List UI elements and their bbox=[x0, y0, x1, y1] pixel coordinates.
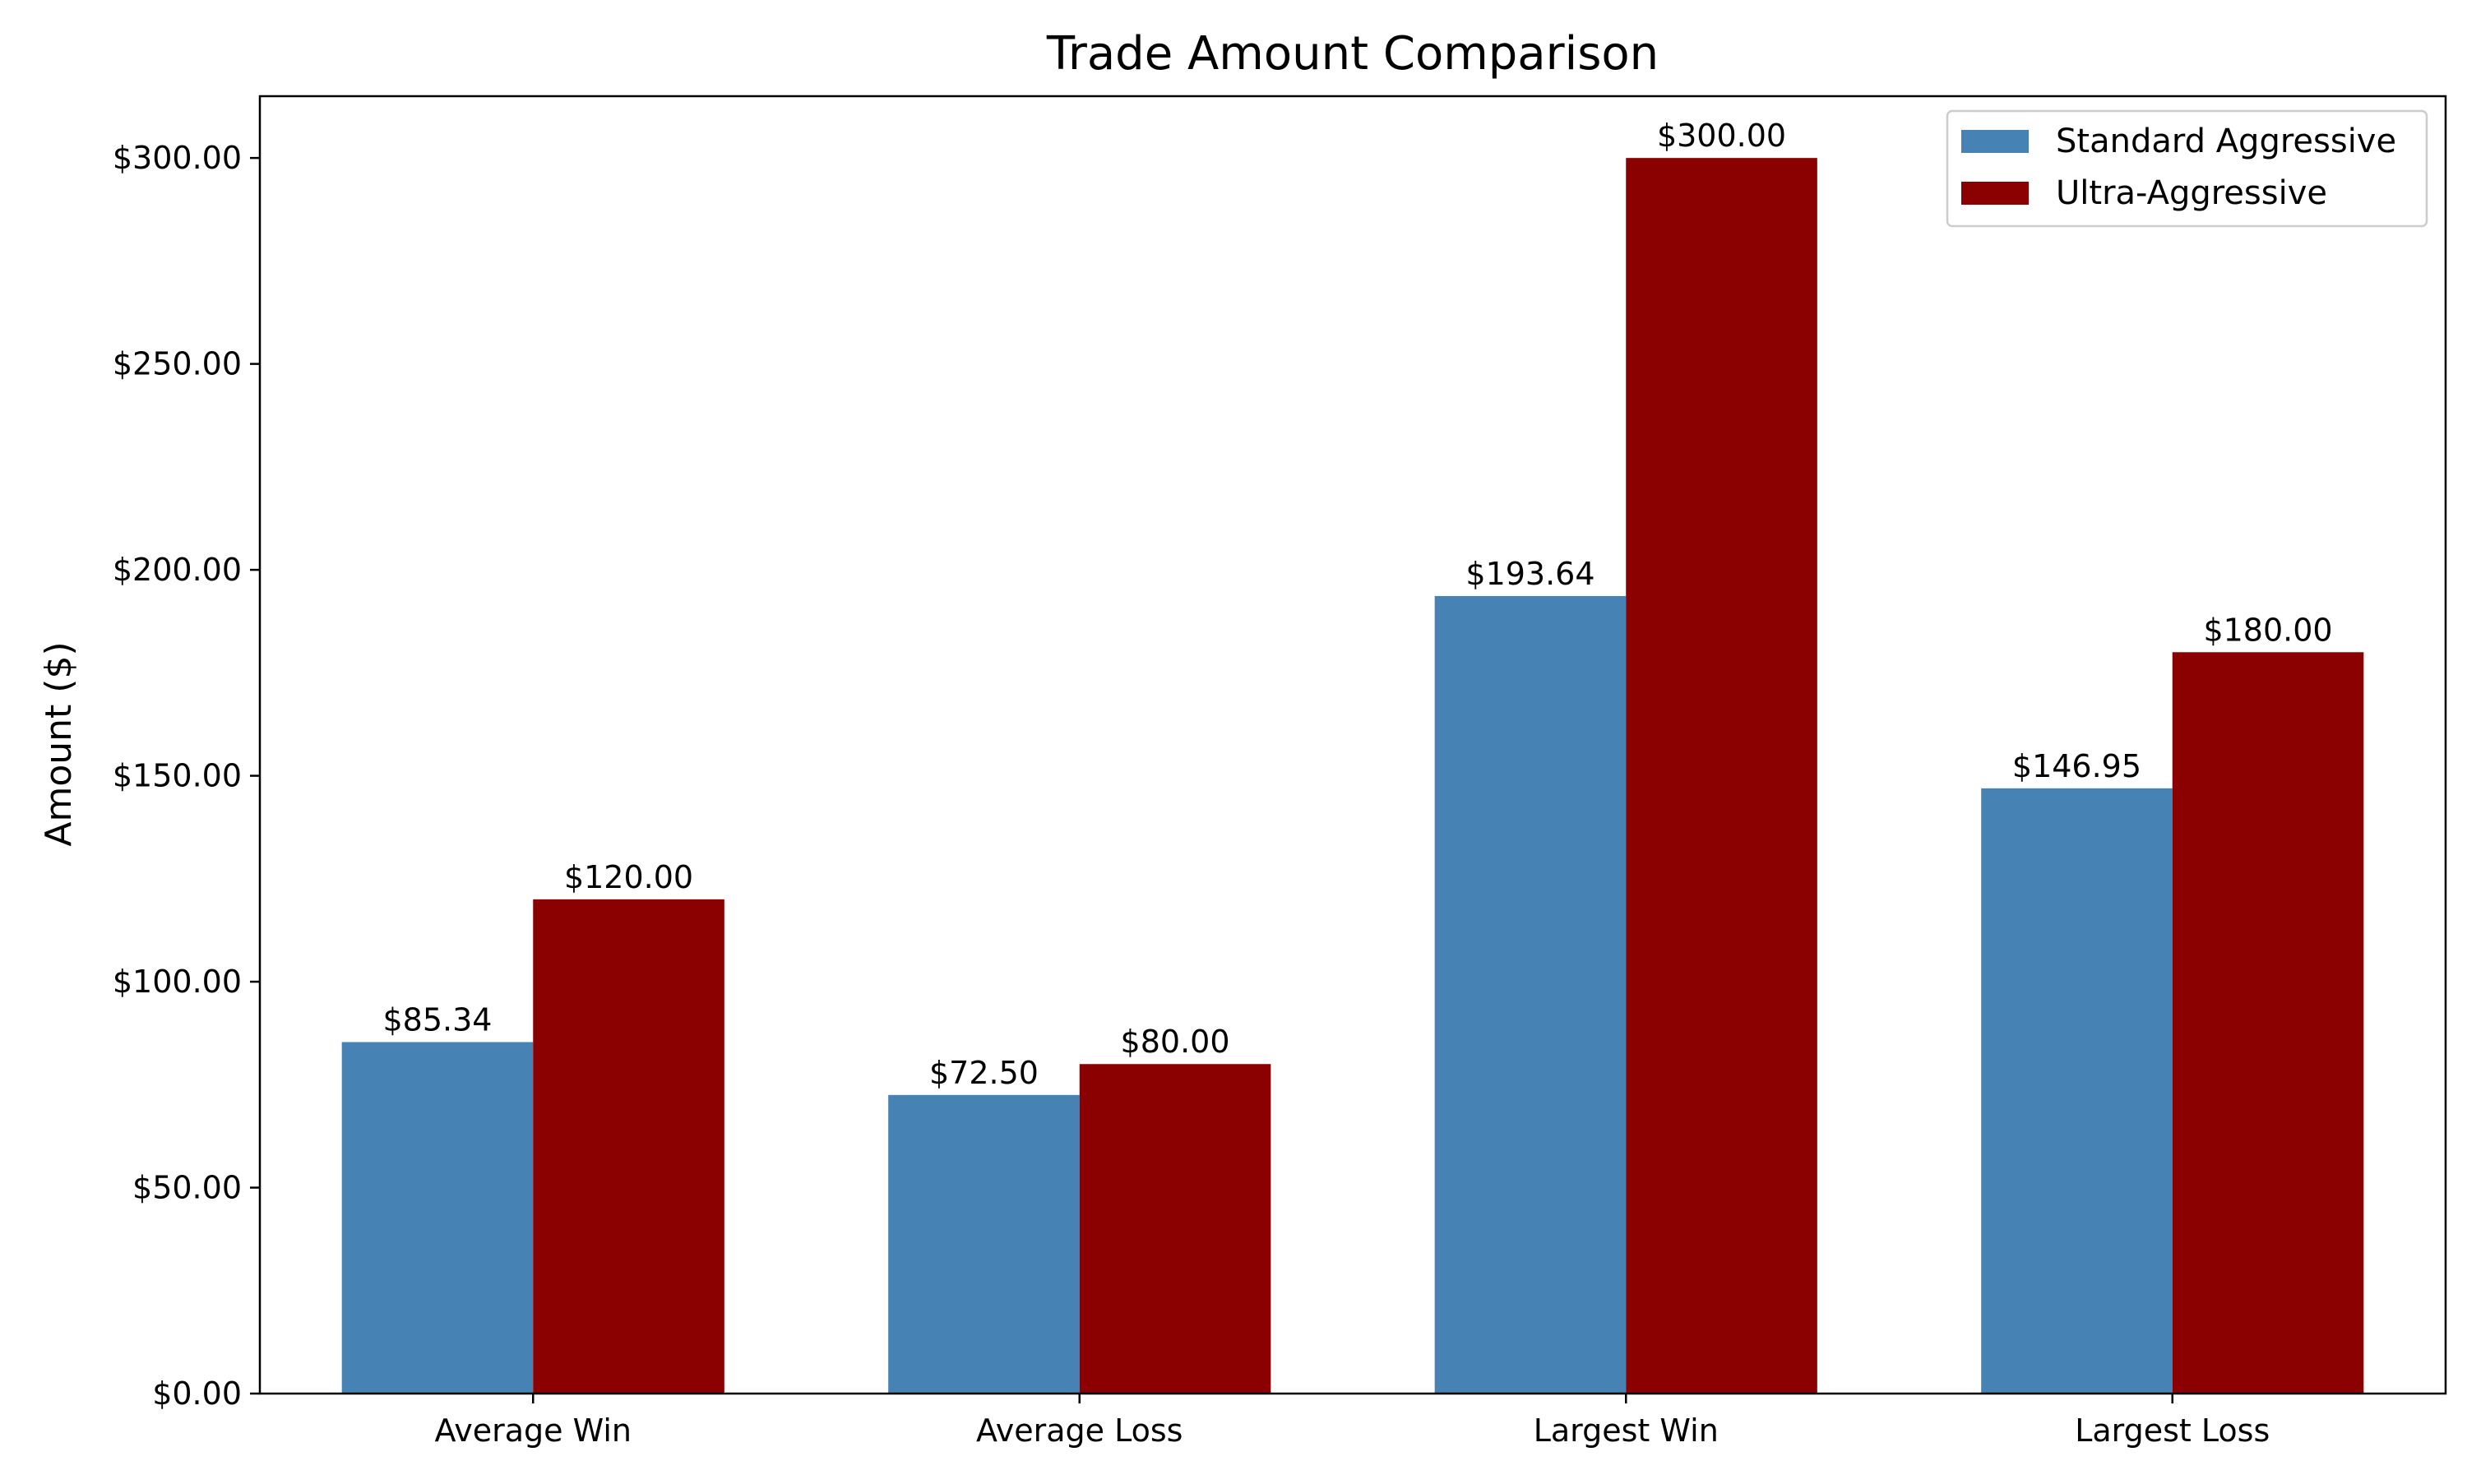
chart-title: Trade Amount Comparison bbox=[1046, 27, 1659, 81]
bar-value-label: $300.00 bbox=[1657, 118, 1786, 154]
bar-value-label: $85.34 bbox=[382, 1001, 492, 1038]
bar-standard-0 bbox=[341, 1042, 534, 1394]
x-axis: Average Win Average Loss Largest Win Larges… bbox=[434, 1394, 2270, 1449]
legend-swatch bbox=[1961, 130, 2029, 153]
plot-area-frame bbox=[258, 95, 2447, 1395]
bar-standard-1 bbox=[888, 1094, 1080, 1394]
x-tick-label: Average Win bbox=[434, 1412, 632, 1449]
bar-value-label: $120.00 bbox=[564, 859, 693, 895]
bar-ultra-3 bbox=[2172, 652, 2364, 1394]
legend: Standard Aggressive Ultra-Aggressive bbox=[1946, 109, 2428, 228]
bar-value-label: $180.00 bbox=[2203, 612, 2332, 648]
legend-label: Standard Aggressive bbox=[2056, 123, 2396, 160]
bar-series-group bbox=[341, 158, 2364, 1394]
y-tick-label: $300.00 bbox=[113, 140, 242, 176]
bar-value-label: $80.00 bbox=[1121, 1024, 1230, 1060]
x-tick-label: Average Loss bbox=[976, 1412, 1183, 1449]
bar-standard-2 bbox=[1434, 595, 1627, 1394]
bar-ultra-0 bbox=[533, 899, 724, 1394]
y-tick-label: $150.00 bbox=[113, 758, 242, 794]
x-tick-label: Largest Win bbox=[1534, 1412, 1719, 1449]
bar-value-label: $72.50 bbox=[929, 1055, 1039, 1091]
y-axis-title: Amount ($) bbox=[38, 641, 80, 846]
bar-value-label: $146.95 bbox=[2012, 748, 2141, 784]
y-tick-label: $100.00 bbox=[113, 964, 242, 1000]
y-axis: $0.00 $50.00 $100.00 $150.00 $200.00 $250.00 $… bbox=[113, 140, 260, 1412]
y-tick-label: $250.00 bbox=[113, 346, 242, 382]
y-tick-label: $0.00 bbox=[152, 1375, 242, 1412]
legend-label: Ultra-Aggressive bbox=[2056, 174, 2327, 212]
bar-standard-3 bbox=[1981, 788, 2173, 1394]
y-tick-label: $200.00 bbox=[113, 552, 242, 588]
bar-ultra-2 bbox=[1626, 158, 1817, 1394]
bar-value-label: $193.64 bbox=[1465, 556, 1595, 592]
bar-labels-group: $85.34 $120.00 $72.50 $80.00 $193.64 $300.00 $… bbox=[382, 118, 2332, 1091]
y-tick-label: $50.00 bbox=[132, 1170, 242, 1206]
legend-swatch bbox=[1961, 182, 2029, 205]
legend-box bbox=[1946, 109, 2428, 228]
x-tick-label: Largest Loss bbox=[2075, 1412, 2270, 1449]
bar-ultra-1 bbox=[1079, 1064, 1271, 1394]
